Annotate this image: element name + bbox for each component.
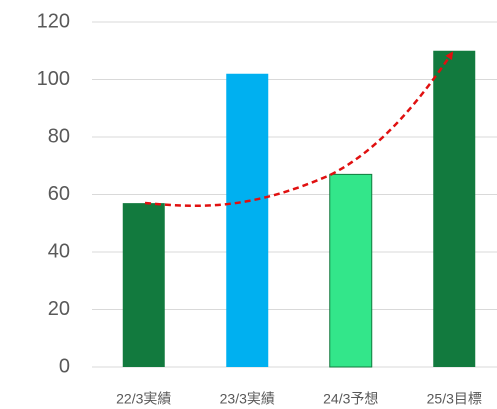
y-tick-label: 20 [48,298,70,320]
bar [226,73,269,367]
bar [329,173,373,368]
y-tick-label: 80 [48,125,70,147]
bar [122,203,165,367]
x-tick-label: 25/3目標 [427,391,482,407]
y-tick-label: 0 [59,355,70,377]
y-tick-label: 40 [48,240,70,262]
bars [122,50,476,368]
x-tick-label: 23/3実績 [220,391,275,407]
x-tick-label: 24/3予想 [323,391,378,407]
y-tick-label: 60 [48,183,70,205]
trend-arrow [144,51,454,208]
x-tick-label: 22/3実績 [116,391,171,407]
y-tick-label: 100 [37,68,70,90]
bar [433,50,476,367]
y-tick-label: 120 [37,10,70,32]
